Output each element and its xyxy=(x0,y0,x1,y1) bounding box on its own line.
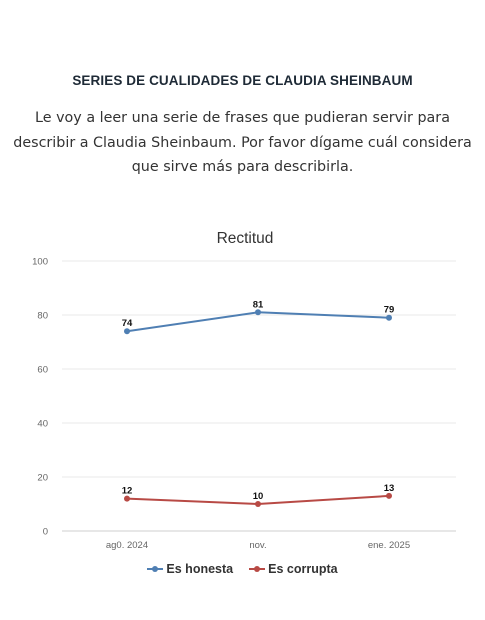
data-point xyxy=(124,495,130,502)
data-label: 12 xyxy=(122,486,133,497)
legend-marker-icon xyxy=(249,566,266,572)
y-tick-label: 80 xyxy=(37,311,48,322)
x-tick-label: ene. 2025 xyxy=(368,540,410,551)
legend-marker-icon xyxy=(147,566,164,572)
data-label: 79 xyxy=(384,305,395,316)
data-label: 74 xyxy=(122,318,133,329)
data-point xyxy=(255,501,261,507)
legend-item-es-honesta[interactable]: Es honesta xyxy=(147,562,233,576)
x-tick-label: nov. xyxy=(249,540,266,551)
data-point xyxy=(386,492,392,499)
y-tick-label: 40 xyxy=(37,419,48,430)
data-point xyxy=(124,328,130,335)
data-label: 10 xyxy=(253,491,264,502)
data-label: 13 xyxy=(384,483,395,494)
y-tick-label: 60 xyxy=(37,365,48,376)
data-label: 81 xyxy=(253,299,264,310)
legend-label: Es corrupta xyxy=(268,562,338,576)
intro-text: Le voy a leer una serie de frases que pu… xyxy=(13,110,472,175)
legend-item-es-corrupta[interactable]: Es corrupta xyxy=(249,562,338,576)
x-tick-label: ag0. 2024 xyxy=(106,540,148,551)
chart-title: Rectitud xyxy=(217,230,274,247)
line-chart: Rectitud 0 20 40 60 80 100 ag0. 2024 nov. ene. 20… xyxy=(32,230,456,551)
chart-legend: Es honesta Es corrupta xyxy=(0,562,485,576)
y-tick-label: 0 xyxy=(43,527,48,538)
y-tick-label: 20 xyxy=(37,473,48,484)
data-point xyxy=(386,314,392,321)
legend-label: Es honesta xyxy=(166,562,234,576)
y-tick-label: 100 xyxy=(32,257,48,268)
section-title: SERIES DE CUALIDADES DE CLAUDIA SHEINBAU… xyxy=(72,73,413,88)
data-point xyxy=(255,309,261,316)
